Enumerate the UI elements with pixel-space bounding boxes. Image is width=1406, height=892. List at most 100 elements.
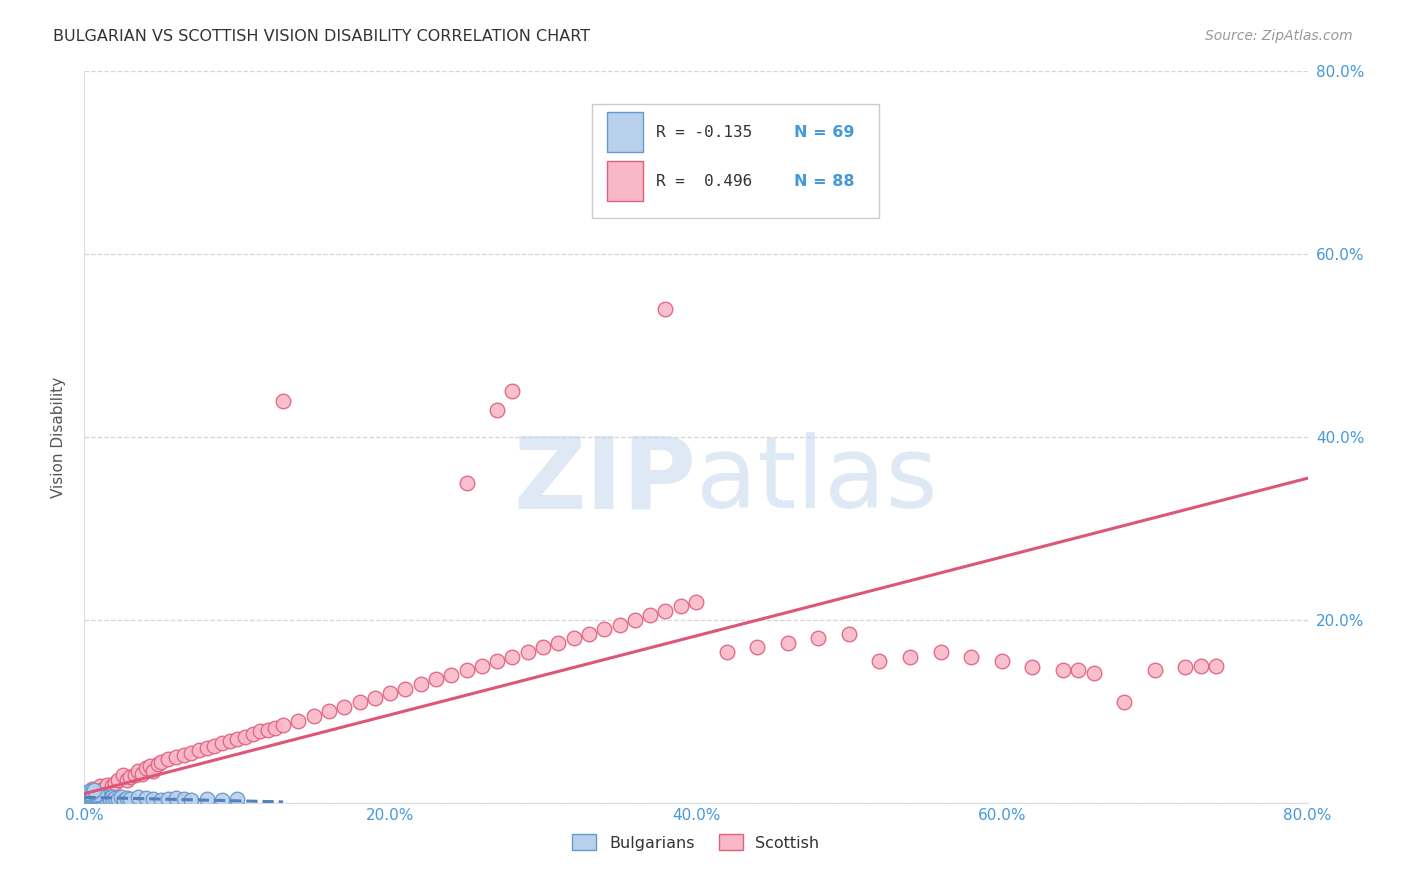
Point bbox=[80, 787, 103, 801]
Point bbox=[75, 793, 97, 807]
Text: R = -0.135: R = -0.135 bbox=[655, 125, 752, 139]
Text: R =  0.496: R = 0.496 bbox=[655, 174, 752, 188]
FancyBboxPatch shape bbox=[592, 104, 880, 218]
Point bbox=[257, 723, 280, 737]
Point bbox=[195, 740, 218, 755]
Point bbox=[898, 649, 921, 664]
Point bbox=[107, 792, 129, 806]
Point bbox=[84, 789, 107, 803]
Point bbox=[84, 789, 107, 804]
Point bbox=[104, 775, 127, 789]
Point bbox=[86, 787, 108, 801]
Point bbox=[271, 393, 294, 408]
Point bbox=[173, 792, 195, 806]
Point bbox=[80, 789, 103, 804]
Point bbox=[180, 793, 202, 807]
Point bbox=[394, 681, 416, 696]
Point bbox=[112, 793, 135, 807]
Point bbox=[127, 790, 149, 805]
Point bbox=[218, 733, 240, 747]
Point bbox=[94, 792, 117, 806]
Point bbox=[1021, 660, 1043, 674]
Point bbox=[89, 789, 111, 804]
Point bbox=[77, 794, 100, 808]
Point bbox=[127, 764, 149, 778]
Point bbox=[211, 736, 233, 750]
Bar bbox=[606, 161, 644, 202]
Point bbox=[685, 594, 707, 608]
Text: Source: ZipAtlas.com: Source: ZipAtlas.com bbox=[1205, 29, 1353, 43]
Point bbox=[333, 699, 356, 714]
Point bbox=[188, 743, 211, 757]
Point bbox=[929, 645, 952, 659]
Point bbox=[1052, 663, 1074, 677]
Point bbox=[131, 766, 153, 780]
Point bbox=[79, 790, 101, 805]
Point bbox=[83, 792, 105, 806]
Point bbox=[80, 794, 103, 808]
Point bbox=[165, 750, 187, 764]
Text: BULGARIAN VS SCOTTISH VISION DISABILITY CORRELATION CHART: BULGARIAN VS SCOTTISH VISION DISABILITY … bbox=[53, 29, 591, 44]
Point bbox=[747, 640, 769, 655]
Bar bbox=[606, 112, 644, 153]
Point bbox=[1174, 660, 1197, 674]
Point bbox=[654, 301, 676, 317]
Legend: Bulgarians, Scottish: Bulgarians, Scottish bbox=[567, 828, 825, 857]
Point bbox=[90, 790, 112, 805]
Point bbox=[233, 730, 256, 744]
Point bbox=[838, 626, 860, 640]
Point bbox=[1114, 695, 1136, 709]
Point bbox=[456, 475, 478, 490]
Point bbox=[135, 761, 157, 775]
Point bbox=[96, 793, 118, 807]
Point bbox=[318, 705, 340, 719]
Point bbox=[120, 792, 142, 806]
Y-axis label: Vision Disability: Vision Disability bbox=[51, 376, 66, 498]
Point bbox=[91, 793, 114, 807]
Point bbox=[1189, 658, 1212, 673]
Point bbox=[111, 768, 134, 782]
Point bbox=[456, 663, 478, 677]
Point bbox=[264, 721, 287, 735]
Point bbox=[86, 792, 108, 806]
Point bbox=[624, 613, 647, 627]
Point bbox=[531, 640, 554, 655]
Point bbox=[101, 790, 124, 805]
Point bbox=[103, 793, 125, 807]
Point bbox=[142, 764, 165, 778]
Point bbox=[90, 792, 112, 806]
Point bbox=[486, 402, 509, 417]
Point bbox=[87, 791, 110, 805]
Point bbox=[1083, 665, 1105, 680]
Point bbox=[79, 792, 101, 806]
Point bbox=[242, 727, 264, 741]
Point bbox=[364, 690, 387, 705]
Point bbox=[77, 787, 100, 801]
Point bbox=[471, 658, 494, 673]
Point bbox=[115, 772, 138, 787]
Point bbox=[180, 746, 202, 760]
Point bbox=[302, 709, 325, 723]
Point bbox=[165, 791, 187, 805]
Point bbox=[349, 695, 371, 709]
Point bbox=[80, 782, 103, 797]
Point bbox=[516, 645, 538, 659]
Point bbox=[83, 788, 105, 802]
Point bbox=[84, 791, 107, 805]
Point bbox=[425, 673, 447, 687]
Point bbox=[271, 718, 294, 732]
Point bbox=[91, 782, 114, 797]
Point bbox=[593, 622, 616, 636]
Point bbox=[76, 785, 98, 799]
Point bbox=[76, 794, 98, 808]
Point bbox=[578, 626, 600, 640]
Point bbox=[77, 789, 100, 804]
Point bbox=[157, 792, 180, 806]
Point bbox=[97, 791, 120, 805]
Point bbox=[124, 768, 146, 782]
Point bbox=[89, 794, 111, 808]
Point bbox=[89, 780, 111, 794]
Point bbox=[76, 792, 98, 806]
Point bbox=[83, 790, 105, 805]
Point bbox=[96, 778, 118, 792]
